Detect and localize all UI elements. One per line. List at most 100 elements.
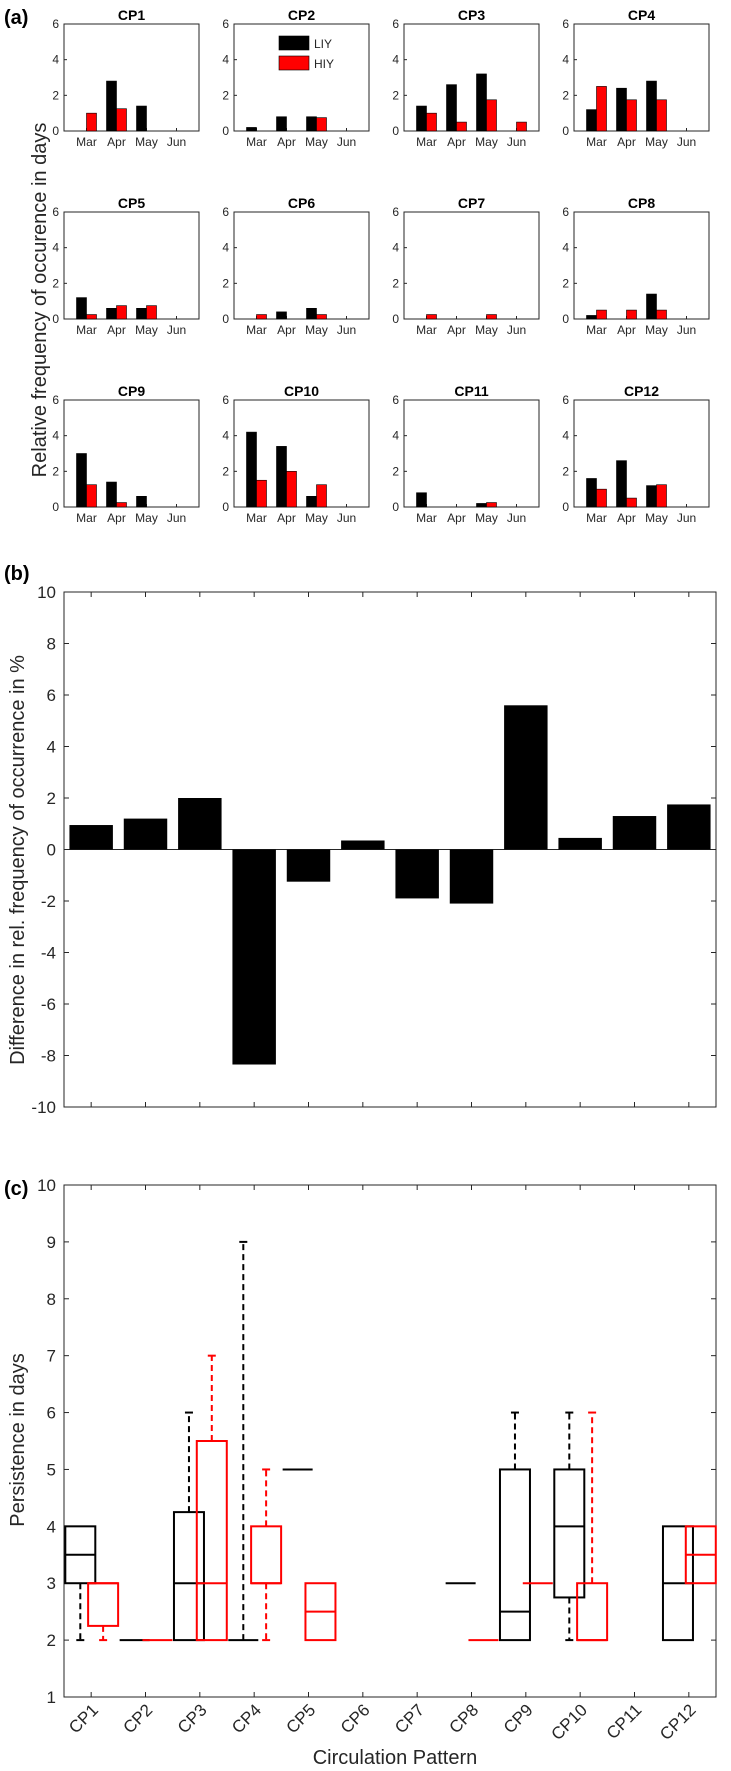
y-tick-label: -4 <box>41 944 56 963</box>
y-tick-label: 0 <box>52 312 59 326</box>
bar-hiy <box>116 502 127 508</box>
bar-hiy <box>256 479 267 508</box>
y-tick-label: 2 <box>562 464 569 478</box>
x-tick-label: CP11 <box>603 1700 646 1743</box>
y-tick-label: 4 <box>47 1517 56 1536</box>
x-tick-label: CP5 <box>283 1700 320 1737</box>
bar-cp1 <box>69 825 113 850</box>
x-tick-label: Jun <box>507 135 526 149</box>
subplot-title: CP5 <box>118 195 145 211</box>
bar-cp3 <box>178 798 222 850</box>
bar-liy <box>136 105 147 132</box>
subplot-title: CP2 <box>288 7 315 23</box>
box-cp12-hiy <box>684 1525 717 1585</box>
subplot-axes <box>573 399 710 508</box>
x-tick-label: Mar <box>416 135 437 149</box>
y-tick-label: 6 <box>222 205 229 219</box>
y-tick-label: 10 <box>37 583 56 602</box>
x-tick-label: CP8 <box>446 1700 483 1737</box>
y-tick-label: 3 <box>47 1574 56 1593</box>
x-tick-label: Apr <box>447 511 466 525</box>
box-body <box>250 1525 283 1585</box>
subplot-axes <box>233 399 370 508</box>
y-tick-label: 6 <box>52 205 59 219</box>
y-tick-label: 0 <box>562 124 569 138</box>
bar-hiy <box>456 121 467 132</box>
y-tick-label: 6 <box>47 1404 56 1423</box>
subplot-cp5: CP5 0 2 4 6 Mar Apr May Jun <box>52 195 200 337</box>
bar-hiy <box>486 99 497 132</box>
panel-a-ylabel: Relative frequency of occurence in days <box>29 123 51 478</box>
y-tick-label: 5 <box>47 1460 56 1479</box>
panel-c-axes <box>63 1184 717 1698</box>
bar-liy <box>246 127 257 132</box>
subplot-title: CP6 <box>288 195 315 211</box>
bar-liy <box>276 446 287 508</box>
x-tick-label: Mar <box>76 135 97 149</box>
bar-liy <box>276 311 287 320</box>
subplot-title: CP12 <box>624 383 659 399</box>
y-tick-label: 6 <box>222 17 229 31</box>
subplot-axes <box>63 23 200 132</box>
bar-hiy <box>656 309 667 320</box>
x-tick-label: Mar <box>246 135 267 149</box>
box-cp1-hiy <box>87 1582 120 1642</box>
y-tick-label: -6 <box>41 995 56 1014</box>
subplot-axes <box>233 23 370 132</box>
y-tick-label: 4 <box>47 738 56 757</box>
bar-hiy <box>316 117 327 132</box>
bar-cp7 <box>395 849 439 899</box>
y-tick-label: 4 <box>52 53 59 67</box>
y-tick-label: 6 <box>52 17 59 31</box>
bar-hiy <box>116 305 127 320</box>
bar-hiy <box>596 86 607 132</box>
y-tick-label: 4 <box>392 241 399 255</box>
panel-label-a: (a) <box>4 7 28 29</box>
x-tick-label: Apr <box>617 135 636 149</box>
x-tick-label: Jun <box>507 323 526 337</box>
y-tick-label: 6 <box>392 205 399 219</box>
box-body <box>195 1440 228 1642</box>
x-tick-label: CP6 <box>337 1700 374 1737</box>
subplot-cp8: CP8 0 2 4 6 Mar Apr May Jun <box>562 195 710 337</box>
x-tick-label: Jun <box>677 135 696 149</box>
subplot-title: CP10 <box>284 383 319 399</box>
y-tick-label: 0 <box>52 124 59 138</box>
bar-hiy <box>626 497 637 508</box>
bar-liy <box>136 307 147 320</box>
x-tick-label: CP7 <box>391 1700 428 1737</box>
y-tick-label: 4 <box>222 53 229 67</box>
bar-liy <box>586 315 597 320</box>
panel-c-xlabel: Circulation Pattern <box>313 1747 478 1769</box>
x-tick-label: Apr <box>277 323 296 337</box>
y-tick-label: 2 <box>52 464 59 478</box>
y-tick-label: 0 <box>562 500 569 514</box>
subplot-cp10: CP10 0 2 4 6 Mar Apr May Jun <box>222 383 370 525</box>
bar-cp6 <box>341 840 385 850</box>
bar-cp8 <box>449 849 494 904</box>
y-tick-label: 4 <box>562 429 569 443</box>
bar-hiy <box>426 314 437 320</box>
bar-liy <box>246 431 257 508</box>
y-tick-label: 6 <box>562 393 569 407</box>
y-tick-label: -8 <box>41 1047 56 1066</box>
box-cp3-hiy <box>195 1354 228 1642</box>
y-tick-label: 6 <box>392 393 399 407</box>
x-tick-label: CP3 <box>174 1700 211 1737</box>
x-tick-label: Apr <box>277 135 296 149</box>
x-tick-label: Mar <box>416 511 437 525</box>
x-tick-label: Apr <box>277 511 296 525</box>
y-tick-label: 4 <box>222 429 229 443</box>
x-tick-label: CP9 <box>500 1700 537 1737</box>
x-tick-label: May <box>475 135 498 149</box>
box-body <box>553 1468 586 1599</box>
x-tick-label: Mar <box>76 323 97 337</box>
x-tick-label: CP10 <box>547 1700 591 1744</box>
y-tick-label: 2 <box>392 276 399 290</box>
x-tick-label: Jun <box>167 135 186 149</box>
panel-c: 1 2 3 4 5 6 7 8 9 10 CP1 CP2 CP3 CP4 CP5 CP6 CP7 CP8 CP9 CP… <box>37 1176 717 1744</box>
bar-liy <box>586 109 597 132</box>
subplot-title: CP1 <box>118 7 145 23</box>
box-cp3-liy <box>172 1411 205 1642</box>
